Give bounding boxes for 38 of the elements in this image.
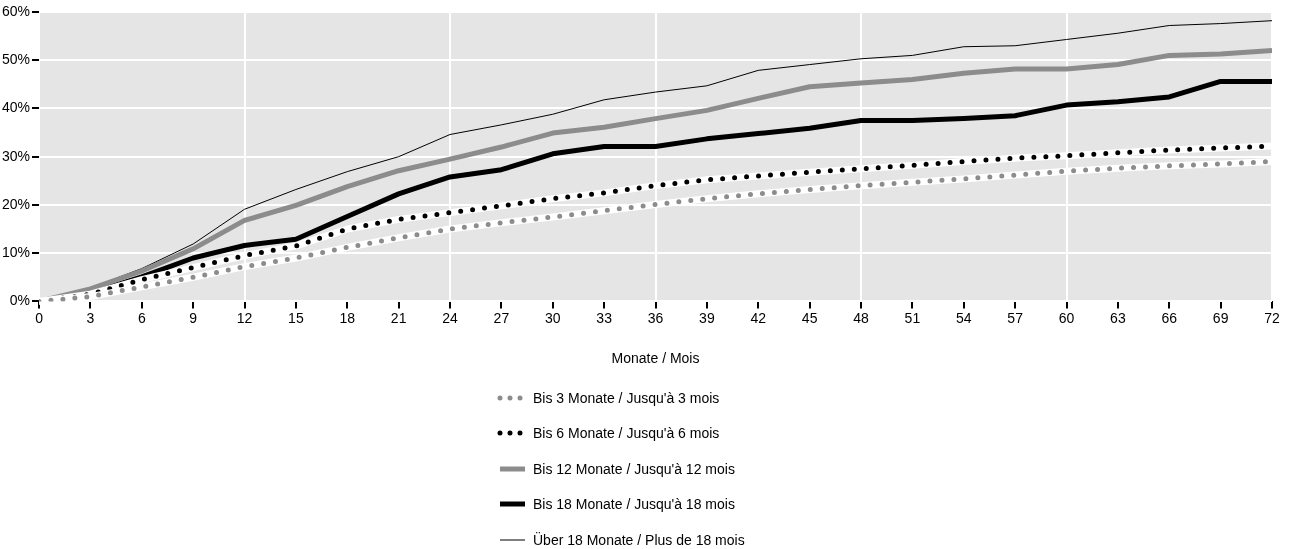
x-tick-label: 63 <box>1110 309 1126 326</box>
x-tick-label: 21 <box>390 309 407 326</box>
y-tick-label: 50% <box>1 51 31 68</box>
x-tick-label: 51 <box>904 309 921 326</box>
x-tick-label: 48 <box>853 309 869 326</box>
y-tick-label: 40% <box>1 99 31 116</box>
x-tick-label: 12 <box>236 309 253 326</box>
x-tick-label: 24 <box>442 309 459 326</box>
y-tick-label: 20% <box>1 195 31 212</box>
x-tick-label: 33 <box>596 309 613 326</box>
x-tick-label: 27 <box>493 309 510 326</box>
x-tick-label: 0 <box>35 309 44 326</box>
x-tick-label: 72 <box>1264 309 1280 326</box>
y-tick-label: 0% <box>9 292 31 309</box>
x-tick-label: 69 <box>1212 309 1229 326</box>
legend-label: Bis 12 Monate / Jusqu'à 12 mois <box>533 460 735 477</box>
y-tick-label: 30% <box>1 147 31 164</box>
x-tick-label: 18 <box>339 309 356 326</box>
x-tick-label: 39 <box>699 309 715 326</box>
x-tick-label: 30 <box>544 309 561 326</box>
x-tick-label: 60 <box>1058 309 1075 326</box>
x-tick-label: 36 <box>647 309 664 326</box>
x-tick-label: 54 <box>955 309 972 326</box>
x-tick-label: 3 <box>86 309 95 326</box>
x-tick-label: 66 <box>1161 309 1178 326</box>
x-axis-title: Monate / Mois <box>611 350 700 367</box>
x-tick-label: 6 <box>137 309 146 326</box>
x-tick-label: 42 <box>750 309 767 326</box>
legend-label: Bis 18 Monate / Jusqu'à 18 mois <box>533 496 735 513</box>
legend-label: Bis 6 Monate / Jusqu'à 6 mois <box>533 425 720 442</box>
x-tick-label: 15 <box>288 309 304 326</box>
x-tick-label: 9 <box>189 309 198 326</box>
y-tick-label: 60% <box>1 2 31 19</box>
x-tick-label: 57 <box>1007 309 1024 326</box>
legend-label: Über 18 Monate / Plus de 18 mois <box>533 531 745 548</box>
y-tick-label: 10% <box>1 244 31 261</box>
legend-label: Bis 3 Monate / Jusqu'à 3 mois <box>533 389 720 406</box>
x-tick-label: 45 <box>801 309 818 326</box>
